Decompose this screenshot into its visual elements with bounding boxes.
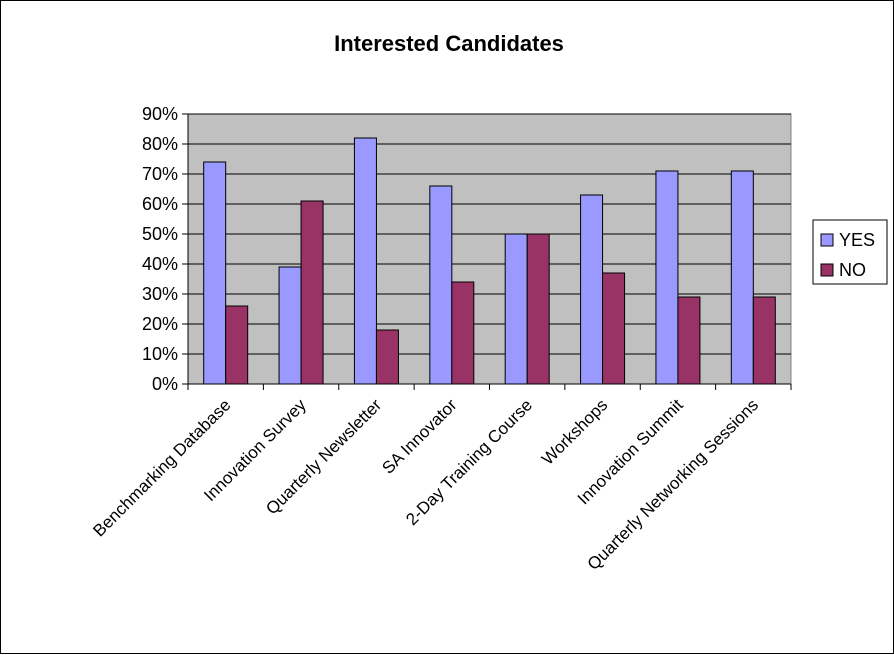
bar-no <box>602 272 626 385</box>
bar-no <box>225 305 249 385</box>
legend: YES NO <box>812 219 888 285</box>
y-tick-label: 80% <box>142 134 178 154</box>
plot-background <box>187 113 792 385</box>
bar-yes <box>655 170 679 385</box>
x-category-label: Workshops <box>538 395 611 468</box>
y-tick-label: 20% <box>142 314 178 334</box>
bar-no <box>677 296 701 385</box>
y-tick-label: 10% <box>142 344 178 364</box>
x-category-label: Benchmarking Database <box>89 395 234 540</box>
bar-yes <box>504 233 528 385</box>
y-tick-label: 0% <box>152 374 178 394</box>
y-tick-label: 90% <box>142 104 178 124</box>
bar-yes <box>203 161 227 385</box>
legend-swatch-no <box>820 263 834 277</box>
bar-no <box>451 281 475 385</box>
bar-no <box>300 200 324 385</box>
chart-title: Interested Candidates <box>334 31 564 56</box>
bar-yes <box>730 170 754 385</box>
y-tick-label: 60% <box>142 194 178 214</box>
y-tick-label: 40% <box>142 254 178 274</box>
legend-label-no: NO <box>839 260 866 280</box>
bar-yes <box>353 137 377 385</box>
x-category-label: 2-Day Training Course <box>402 395 536 529</box>
legend-label-yes: YES <box>839 230 875 250</box>
plot-area: 0% 10% 20% 30% 40% 50% 60% 70% 80% 90% Benchmarkin… <box>89 104 792 574</box>
y-tick-label: 50% <box>142 224 178 244</box>
y-tick-label: 70% <box>142 164 178 184</box>
bar-no <box>752 296 776 385</box>
bar-no <box>526 233 550 385</box>
y-tick-label: 30% <box>142 284 178 304</box>
bar-yes <box>580 194 604 385</box>
bar-no <box>375 329 399 385</box>
bar-yes <box>278 266 302 385</box>
x-category-label: SA Innovator <box>378 395 461 478</box>
legend-swatch-yes <box>820 233 834 247</box>
bar-yes <box>429 185 453 385</box>
